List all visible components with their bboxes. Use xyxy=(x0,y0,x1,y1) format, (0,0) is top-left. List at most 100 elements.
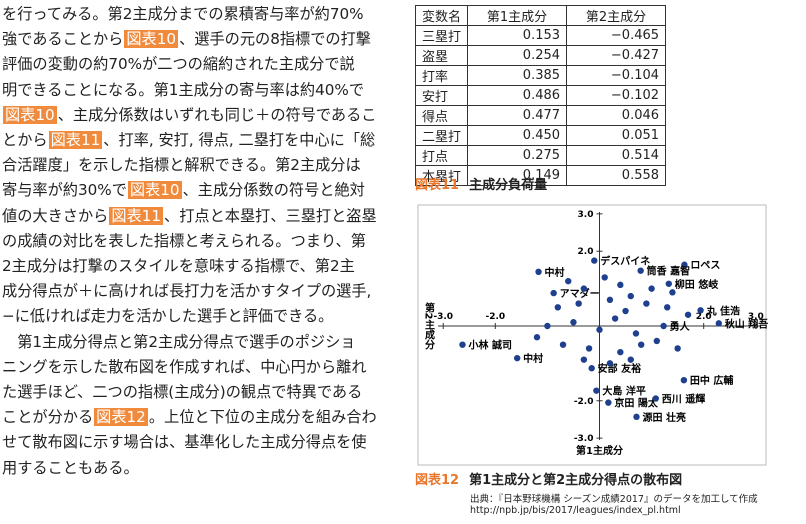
text-line: 値の大きさから 図表11 、打点と本塁打、三塁打と盗塁 xyxy=(2,205,377,227)
text-run: 、打率, 安打, 得点, 二塁打を中心に「総 xyxy=(103,131,376,149)
point-label: 京田 陽太 xyxy=(614,397,658,410)
text-line: を行ってみる。第2主成分までの累積寄与率が約70% xyxy=(2,3,364,25)
table-row: 二塁打 0.450 0.051 xyxy=(414,125,667,146)
source-url: http://npb.jp/bis/2017/leagues/index_pl.… xyxy=(470,505,681,516)
loading-table: 変数名 第1主成分 第2主成分 三塁打 0.153 −0.465 盗塁 0.254 −0.427… xyxy=(414,5,667,186)
text-run: 寄与率が約30%で xyxy=(2,181,127,200)
text-run: 、主成分係数はいずれも同じ＋の符号であるこ xyxy=(57,105,377,124)
data-point xyxy=(632,330,640,337)
text-run: 評価の変動の約70%が二つの縮約された主成分で説 xyxy=(2,55,355,74)
data-point xyxy=(637,341,645,348)
y-tick-label: 3.0 xyxy=(578,210,594,220)
text-line: た選手ほど、二つの指標(主成分)の観点で特異である xyxy=(2,381,362,403)
data-point xyxy=(627,356,634,363)
point-label: 筒香 嘉智 xyxy=(647,265,690,278)
caption-text: 主成分負荷量 xyxy=(469,178,548,193)
text-run: −に低ければ走力を活かした選手と評価できる。 xyxy=(2,307,334,326)
figure-ref: 図表11 xyxy=(48,131,103,149)
data-point xyxy=(606,296,614,304)
text-run: 。上位と下位の主成分を組み合わ xyxy=(148,408,377,427)
table-row: 得点 0.477 0.046 xyxy=(414,105,667,126)
text-run: 用することもある。 xyxy=(2,458,139,477)
figure-ref: 図表12 xyxy=(94,408,148,427)
table-row: 安打 0.486 −0.102 xyxy=(414,85,667,106)
text-run: せて散布図に示す場合は、基準化した主成分得点を使 xyxy=(2,433,367,452)
point-label: 中村 xyxy=(545,266,565,279)
data-point xyxy=(684,311,692,318)
text-line: ニングを示した散布図を作成すれば、中心円から離れ xyxy=(2,356,367,378)
text-line: 強であることから 図表10 、選手の元の8指標での打撃 xyxy=(2,28,371,50)
table-row: 盗塁 0.254 −0.427 xyxy=(414,45,667,66)
point-label: 秋山 翔吾 xyxy=(725,317,768,330)
caption-number: 図表12 xyxy=(415,473,460,488)
table-cell: 三塁打 xyxy=(414,25,469,46)
point-label: 田中 広輔 xyxy=(690,374,733,387)
x-tick-label: -2.0 xyxy=(485,312,505,322)
data-point xyxy=(570,319,577,326)
figure-ref: 図表10 xyxy=(3,105,57,124)
data-point xyxy=(627,292,634,300)
data-point xyxy=(459,341,466,348)
figure-ref: 図表10 xyxy=(127,181,182,200)
text-run: 値の大きさから xyxy=(2,206,109,225)
data-point xyxy=(550,289,557,297)
data-point xyxy=(544,322,551,330)
data-point xyxy=(575,300,582,307)
data-point xyxy=(605,399,612,406)
table-cell: 二塁打 xyxy=(414,125,469,146)
data-point xyxy=(533,334,541,341)
y-tick-label: -3.0 xyxy=(574,434,594,444)
table-cell: 0.153 xyxy=(467,25,568,46)
data-point xyxy=(652,395,659,402)
data-point xyxy=(513,354,521,362)
table-cell: 本塁打 xyxy=(414,165,469,186)
point-label: 勇人 xyxy=(670,320,691,333)
x-tick-label: -3.0 xyxy=(433,312,453,322)
data-point xyxy=(601,274,608,281)
chart-caption: 図表12 第1主成分と第2主成分得点の散布図 xyxy=(415,469,682,488)
text-line: とから 図表11 、打率, 安打, 得点, 二塁打を中心に「総 xyxy=(2,129,375,151)
point-label: 丸 佳浩 xyxy=(706,304,740,317)
text-run: ニングを示した散布図を作成すれば、中心円から離れ xyxy=(2,357,367,376)
text-run: 、主成分係数の符号と絶対 xyxy=(182,181,365,200)
data-point xyxy=(611,315,619,322)
table-cell: 0.477 xyxy=(467,105,568,126)
figure-ref: 図表11 xyxy=(109,206,164,225)
text-line: 明できることになる。第1主成分の寄与率は約40%で xyxy=(2,79,364,101)
data-point xyxy=(648,285,655,292)
text-line: せて散布図に示す場合は、基準化した主成分得点を使 xyxy=(2,431,367,453)
point-label: 安部 友裕 xyxy=(598,362,641,375)
point-label: 中村 xyxy=(523,352,543,365)
data-point xyxy=(664,304,671,311)
data-point xyxy=(535,268,542,276)
text-line: 図表10 、主成分係数はいずれも同じ＋の符号であるこ xyxy=(2,104,377,126)
table-caption: 図表11 主成分負荷量 xyxy=(415,174,547,193)
text-run: ことが分かる xyxy=(2,408,94,427)
point-label: 西川 遥輝 xyxy=(662,393,705,406)
point-label: ロペス xyxy=(690,260,720,272)
data-point xyxy=(669,289,676,296)
x-axis-label: 第1主成分 xyxy=(576,444,623,457)
data-point xyxy=(681,261,688,268)
data-point xyxy=(674,345,681,352)
source: 出典：『日本野球機構 シーズン成績2017』のデータを加工して作成 xyxy=(470,494,758,505)
table-cell: 0.149 xyxy=(467,165,568,186)
text-run: 強であることから xyxy=(2,30,124,49)
data-point xyxy=(633,413,640,421)
point-label: 源田 壮亮 xyxy=(642,411,685,424)
data-point xyxy=(660,322,667,330)
text-line: 2主成分は打撃のスタイルを意味する指標で、第2主 xyxy=(2,255,355,277)
point-label: デスパイネ xyxy=(600,255,650,268)
data-point xyxy=(559,341,567,348)
text-run: 、選手の元の8指標での打撃 xyxy=(179,30,371,49)
data-point xyxy=(680,376,688,384)
point-label: 大島 洋平 xyxy=(602,385,645,398)
data-point xyxy=(580,285,588,292)
x-tick-label: 3.0 xyxy=(748,312,764,322)
data-point xyxy=(596,326,603,333)
text-line: 寄与率が約30%で 図表10 、主成分係数の符号と絶対 xyxy=(2,179,365,201)
text-line: 合活躍度」を示した指標と解釈できる。第2主成分は xyxy=(2,154,361,176)
data-point xyxy=(643,300,650,307)
data-point xyxy=(653,337,661,345)
